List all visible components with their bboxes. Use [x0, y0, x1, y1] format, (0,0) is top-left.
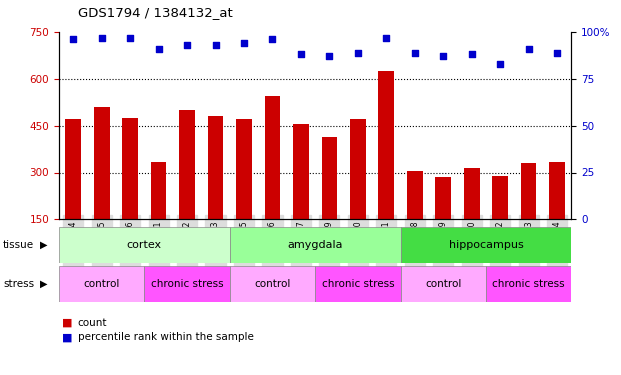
Bar [94, 107, 109, 219]
Bar [435, 177, 451, 219]
Bar [492, 176, 508, 219]
Point [211, 42, 220, 48]
Point [268, 36, 278, 42]
Text: control: control [83, 279, 120, 289]
Point [467, 51, 477, 57]
Bar [122, 118, 138, 219]
Bar [322, 136, 337, 219]
Bar [401, 227, 571, 262]
Bar [378, 71, 394, 219]
Point [296, 51, 306, 57]
Text: control: control [425, 279, 461, 289]
Text: hippocampus: hippocampus [448, 240, 524, 250]
Point [153, 46, 163, 52]
Bar [265, 96, 280, 219]
Point [524, 46, 533, 52]
Bar [549, 162, 565, 219]
Bar [407, 171, 423, 219]
Bar [59, 266, 144, 302]
Bar [315, 266, 401, 302]
Text: ▶: ▶ [40, 240, 48, 250]
Bar [521, 163, 537, 219]
Point [495, 61, 505, 67]
Point [324, 53, 334, 59]
Bar [293, 124, 309, 219]
Point [438, 53, 448, 59]
Point [68, 36, 78, 42]
Bar [144, 266, 230, 302]
Text: tissue: tissue [3, 240, 34, 250]
Bar [464, 168, 479, 219]
Bar [179, 110, 195, 219]
Point [239, 40, 249, 46]
Text: chronic stress: chronic stress [492, 279, 565, 289]
Text: ▶: ▶ [40, 279, 48, 289]
Bar [236, 119, 252, 219]
Point [552, 50, 562, 55]
Point [97, 34, 107, 40]
Point [381, 34, 391, 40]
Text: percentile rank within the sample: percentile rank within the sample [78, 333, 253, 342]
Bar [350, 119, 366, 219]
Bar [59, 227, 230, 262]
Text: cortex: cortex [127, 240, 162, 250]
Text: stress: stress [3, 279, 34, 289]
Text: chronic stress: chronic stress [322, 279, 394, 289]
Bar [230, 266, 315, 302]
Text: GDS1794 / 1384132_at: GDS1794 / 1384132_at [78, 6, 232, 19]
Point [182, 42, 192, 48]
Text: ■: ■ [62, 333, 73, 342]
Bar [65, 119, 81, 219]
Bar [401, 266, 486, 302]
Bar [207, 116, 224, 219]
Point [353, 50, 363, 55]
Text: ■: ■ [62, 318, 73, 327]
Point [410, 50, 420, 55]
Bar [230, 227, 401, 262]
Text: chronic stress: chronic stress [151, 279, 224, 289]
Text: count: count [78, 318, 107, 327]
Bar [151, 162, 166, 219]
Text: amygdala: amygdala [288, 240, 343, 250]
Point [125, 34, 135, 40]
Bar [486, 266, 571, 302]
Text: control: control [254, 279, 291, 289]
